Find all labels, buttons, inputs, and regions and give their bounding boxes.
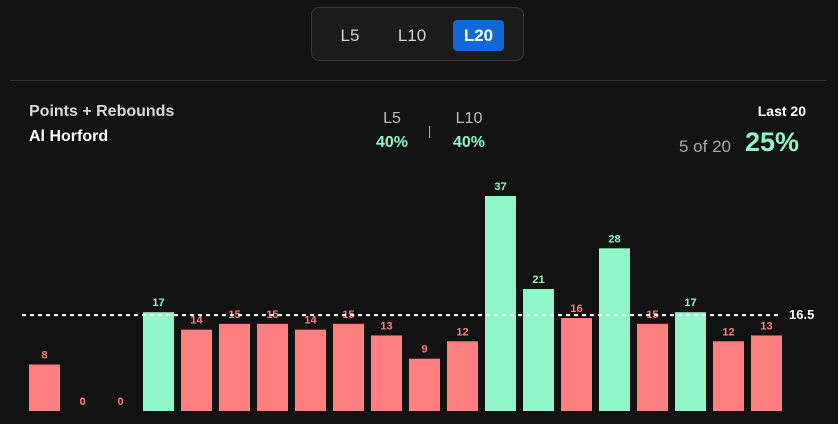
last-fraction: 5 of 20 xyxy=(679,137,731,156)
l5-stat: L5 40% xyxy=(362,110,422,152)
bar-value-label: 14 xyxy=(190,315,203,327)
bar[interactable] xyxy=(371,335,402,411)
bar[interactable] xyxy=(143,312,174,411)
bar-value-label: 8 xyxy=(41,350,47,362)
bar-value-label: 15 xyxy=(342,309,354,321)
bar-value-label: 12 xyxy=(456,326,468,338)
stat-name: Points + Rebounds xyxy=(29,103,175,120)
bar-value-label: 15 xyxy=(646,309,658,321)
tab-l5[interactable]: L5 xyxy=(340,26,360,45)
bar[interactable] xyxy=(333,323,364,411)
bar-value-label: 9 xyxy=(421,344,427,356)
bar-value-label: 13 xyxy=(380,320,392,332)
bar-value-label: 21 xyxy=(532,274,544,286)
bar[interactable] xyxy=(599,248,630,411)
bar[interactable] xyxy=(675,312,706,411)
bar-value-label: 13 xyxy=(760,320,772,332)
bar[interactable] xyxy=(219,323,250,411)
bar[interactable] xyxy=(713,341,744,411)
bar[interactable] xyxy=(29,364,60,411)
bar-value-label: 16 xyxy=(570,303,582,315)
bar[interactable] xyxy=(751,335,782,411)
tab-l20[interactable]: L20 xyxy=(453,20,504,51)
bar[interactable] xyxy=(523,288,554,411)
bar[interactable] xyxy=(637,323,668,411)
bar-value-label: 17 xyxy=(152,297,164,309)
bar-value-label: 0 xyxy=(117,396,123,408)
bar[interactable] xyxy=(181,329,212,411)
l10-pct: 40% xyxy=(452,134,486,151)
l5-label: L5 xyxy=(383,110,401,127)
l5-pct: 40% xyxy=(375,134,409,151)
l10-stat: L10 40% xyxy=(439,110,499,152)
tab-l10[interactable]: L10 xyxy=(397,26,427,45)
l10-label: L10 xyxy=(455,110,483,127)
player-name: Al Horford xyxy=(29,128,109,145)
bar-value-label: 37 xyxy=(494,181,506,193)
stat-separator xyxy=(429,126,430,138)
last-label: Last 20 xyxy=(757,103,806,119)
bar[interactable] xyxy=(447,341,478,411)
range-selector: L5 L10 L20 xyxy=(311,7,524,61)
bar[interactable] xyxy=(561,318,592,411)
bar[interactable] xyxy=(485,196,516,411)
header-divider xyxy=(10,80,826,81)
bar-value-label: 28 xyxy=(608,233,620,245)
bar-value-label: 0 xyxy=(79,396,85,408)
bar-value-label: 17 xyxy=(684,297,696,309)
bar[interactable] xyxy=(409,358,440,411)
bar[interactable] xyxy=(257,323,288,411)
bar-value-label: 12 xyxy=(722,326,734,338)
last-pct: 25% xyxy=(745,127,800,157)
bar-value-label: 14 xyxy=(304,315,317,327)
threshold-label: 16.5 xyxy=(789,307,814,322)
bar-value-label: 15 xyxy=(228,309,240,321)
bar[interactable] xyxy=(295,329,326,411)
